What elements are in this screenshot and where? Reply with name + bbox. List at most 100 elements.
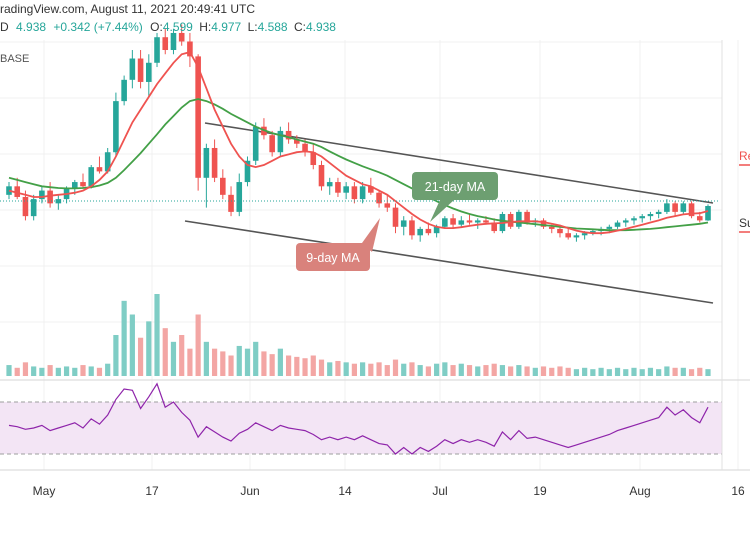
x-tick-label: 14 [338, 484, 352, 498]
candle [252, 122, 259, 166]
volume-bar [401, 363, 407, 376]
candle [705, 204, 711, 221]
candle [516, 209, 522, 229]
volume-bar [22, 362, 29, 376]
candle [96, 156, 103, 174]
candle-body [516, 211, 522, 227]
volume-bar [491, 363, 497, 376]
candle-body [622, 220, 629, 223]
candle [30, 194, 37, 221]
candle [178, 24, 185, 46]
header-last: 4.938 [16, 20, 46, 34]
candle [409, 216, 415, 240]
volume-bar [442, 362, 448, 376]
volume-bar [286, 355, 292, 376]
candle-body [6, 186, 12, 195]
candle-body [442, 218, 448, 227]
volume-bar [450, 365, 456, 376]
candle-body [491, 222, 497, 232]
header-prefix: D [0, 20, 9, 34]
candle-body [162, 37, 169, 50]
candle [121, 75, 127, 106]
candle-body [655, 211, 662, 215]
candle-body [178, 32, 185, 42]
candle [326, 177, 333, 195]
candle-body [22, 196, 29, 217]
candle [55, 194, 62, 210]
volume-bar [434, 363, 440, 376]
candle [672, 201, 678, 217]
candle-body [269, 135, 275, 153]
candle [343, 182, 349, 200]
candle [359, 182, 366, 204]
candle-body [113, 101, 119, 153]
volume-bar [146, 321, 152, 376]
volume-bar [516, 365, 522, 376]
candle-body [154, 37, 160, 63]
candle-body [631, 218, 637, 221]
candle-body [318, 165, 325, 187]
header-l-label: L: [248, 20, 258, 34]
volume-bar [606, 369, 612, 376]
volume-bar [236, 345, 242, 376]
volume-bar [302, 358, 308, 376]
volume-bar [96, 367, 103, 376]
x-tick-label: 17 [145, 484, 159, 498]
volume-bar [656, 369, 662, 376]
candle-body [220, 177, 226, 195]
volume-bar [211, 348, 218, 376]
volume-bar [639, 369, 645, 376]
volume-bar [55, 367, 61, 376]
candle-body [400, 220, 407, 227]
volume-bar [277, 348, 283, 376]
candle [88, 165, 95, 189]
candle [688, 201, 695, 219]
volume-bar [590, 369, 596, 376]
candle-body [483, 220, 489, 223]
volume-bar [228, 355, 234, 376]
volume-bar [88, 366, 94, 376]
candle-body [466, 220, 473, 223]
volume-bar [425, 366, 431, 376]
candle [474, 218, 481, 229]
volume-bar [170, 341, 177, 376]
candle-body [351, 186, 358, 200]
volume-bar [647, 367, 654, 376]
candle [442, 216, 448, 229]
candle-body [195, 56, 201, 178]
volume-bar [261, 351, 267, 376]
candle [491, 218, 497, 234]
candle [137, 50, 144, 89]
descending-channel [184, 122, 714, 304]
x-tick-label: May [33, 484, 56, 498]
volume-bar [524, 366, 530, 376]
candle [335, 177, 341, 197]
support-label: Su [739, 216, 750, 230]
candle [573, 233, 580, 242]
volume-bar [614, 367, 621, 376]
candle [244, 156, 251, 187]
candle-body [71, 182, 78, 189]
candle-body [474, 220, 481, 223]
volume-bar [203, 341, 209, 376]
header-h-label: H: [199, 20, 211, 34]
candle-body [88, 167, 95, 187]
candle [392, 203, 399, 234]
volume-bar [335, 360, 341, 376]
volume-bar [80, 365, 86, 376]
volume-bar [162, 328, 168, 376]
candle-body [417, 228, 423, 236]
candle [565, 228, 571, 240]
candle [507, 211, 514, 229]
candle [146, 54, 152, 97]
candle-body [688, 203, 695, 217]
volume-bar [360, 362, 366, 376]
candle-body [696, 216, 703, 221]
candle-body [581, 233, 588, 236]
volume-bar [318, 359, 325, 376]
candle [220, 169, 226, 200]
volume-bar [253, 341, 259, 376]
header-base: BASE [0, 53, 29, 65]
volume-bar [409, 362, 415, 376]
